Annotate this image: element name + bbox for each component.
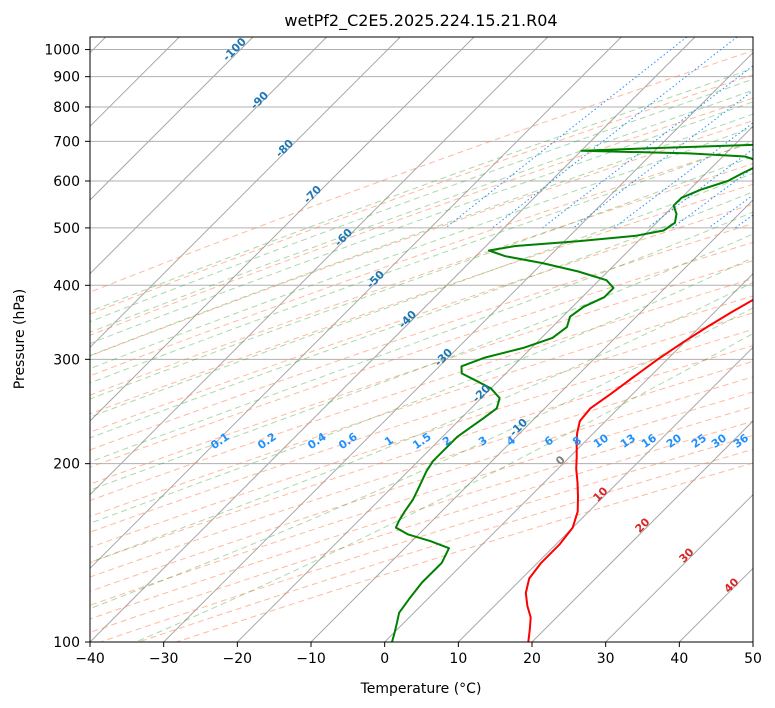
x-tick-label--20: −20 <box>223 651 253 667</box>
sounding-profiles <box>391 143 753 642</box>
mixing-ratio-line-1 <box>492 37 738 229</box>
isotherm-lines <box>90 37 753 642</box>
y-tick-label-700: 700 <box>53 134 80 150</box>
isotherm-20 <box>531 420 753 642</box>
isotherm--30 <box>163 51 753 642</box>
dry-adiabat-20 <box>90 163 753 396</box>
x-tick-label-20: 20 <box>523 651 541 667</box>
moist-adiabat-0 <box>90 126 753 370</box>
moist-adiabat-16 <box>90 191 753 439</box>
y-axis-ticks: 1000 900 800 700 600 500 400 300 200 100 <box>44 43 90 651</box>
moist-adiabat-8 <box>90 156 753 400</box>
mixing-ratio-line-3 <box>572 90 753 229</box>
dry-adiabat-0 <box>90 120 753 357</box>
temperature-profile <box>524 298 753 642</box>
moist-adiabat--8 <box>90 101 753 345</box>
dry-adiabat-80 <box>90 278 753 502</box>
plot-frame <box>89 36 754 643</box>
moist-adiabat--16 <box>90 78 753 323</box>
moist-adiabat-28 <box>90 257 753 524</box>
x-tick-label-30: 30 <box>597 651 615 667</box>
x-tick-label-50: 50 <box>744 651 762 667</box>
y-tick-label-500: 500 <box>53 221 80 237</box>
x-tick-label--40: −40 <box>75 651 105 667</box>
dry-adiabat-150 <box>90 391 753 606</box>
dry-adiabat--20 <box>90 74 753 315</box>
y-tick-label-800: 800 <box>53 100 80 116</box>
dry-adiabat--30 <box>90 50 753 293</box>
y-tick-label-400: 400 <box>53 278 80 294</box>
plot-area: -100-90-80-70-60-50-40-30-20-10010203040… <box>90 37 753 642</box>
isotherm--50 <box>90 37 622 570</box>
isotherm--80 <box>90 37 401 349</box>
isotherm--60 <box>90 37 549 496</box>
moist-adiabat-4 <box>90 140 753 384</box>
x-tick-label-10: 10 <box>449 651 467 667</box>
x-tick-label-0: 0 <box>380 651 389 667</box>
mixing-ratio-line-6 <box>672 167 753 229</box>
isotherm--10 <box>310 199 753 642</box>
isobar-gridlines <box>90 49 753 642</box>
dry-adiabat--10 <box>90 97 753 336</box>
y-tick-label-200: 200 <box>53 457 80 473</box>
isotherm--70 <box>90 37 475 422</box>
moist-adiabat--20 <box>90 67 753 313</box>
dry-adiabat-110 <box>90 328 753 548</box>
dewpoint-profile <box>391 143 753 642</box>
mixing-ratio-line-2 <box>542 65 753 229</box>
dry-adiabat-10 <box>90 141 753 377</box>
moist-adiabat-12 <box>90 172 753 418</box>
dry-adiabat-40 <box>90 203 753 433</box>
moist-adiabat-24 <box>90 233 753 491</box>
dry-adiabat-70 <box>90 260 753 485</box>
isotherm-10 <box>457 346 753 642</box>
isotherm--90 <box>90 37 328 275</box>
mixing-ratio-lines <box>445 37 753 229</box>
isotherm--20 <box>236 125 753 642</box>
x-tick-label-40: 40 <box>670 651 688 667</box>
x-tick-label--30: −30 <box>149 651 179 667</box>
y-tick-label-900: 900 <box>53 70 80 86</box>
dry-adiabat-100 <box>90 312 753 533</box>
dry-adiabats <box>90 50 753 642</box>
dry-adiabat-130 <box>90 360 753 578</box>
y-tick-label-600: 600 <box>53 174 80 190</box>
chart-title: wetPf2_C2E5.2025.224.15.21.R04 <box>284 11 557 31</box>
x-axis-label: Temperature (°C) <box>360 681 482 697</box>
moist-adiabats <box>90 67 753 642</box>
isotherm-30 <box>605 493 753 642</box>
y-tick-label-1000: 1000 <box>44 43 80 59</box>
x-tick-label--10: −10 <box>296 651 326 667</box>
y-axis-label: Pressure (hPa) <box>12 289 28 389</box>
moist-adiabat-32 <box>90 281 753 564</box>
y-tick-label-300: 300 <box>53 352 80 368</box>
isotherm--100 <box>90 37 254 201</box>
isotherm--40 <box>90 37 696 642</box>
moist-adiabat-40 <box>135 333 753 642</box>
moist-adiabat--4 <box>90 113 753 357</box>
y-tick-label-100: 100 <box>53 635 80 651</box>
dry-adiabat-50 <box>90 222 753 451</box>
x-axis-ticks: −40 −30 −20 −10 0 10 20 30 40 50 <box>75 642 762 667</box>
moist-adiabat-20 <box>90 211 753 463</box>
